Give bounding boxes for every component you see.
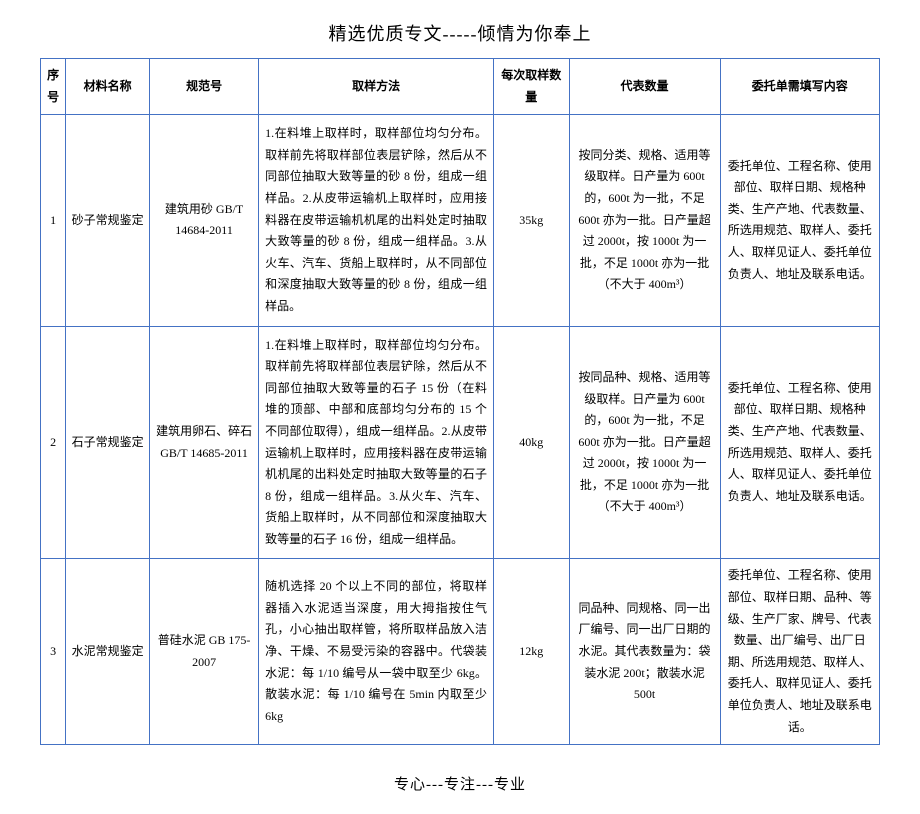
cell-method: 1.在料堆上取样时，取样部位均匀分布。取样前先将取样部位表层铲除，然后从不同部位… [259,115,494,326]
cell-name: 水泥常规鉴定 [66,559,150,745]
col-header-rep: 代表数量 [569,59,720,115]
cell-qty: 12kg [494,559,570,745]
cell-rep: 按同品种、规格、适用等级取样。日产量为 600t 的，600t 为一批，不足 6… [569,326,720,559]
cell-rep: 按同分类、规格、适用等级取样。日产量为 600t 的，600t 为一批，不足 6… [569,115,720,326]
table-header-row: 序号 材料名称 规范号 取样方法 每次取样数量 代表数量 委托单需填写内容 [41,59,880,115]
col-header-form: 委托单需填写内容 [720,59,879,115]
col-header-name: 材料名称 [66,59,150,115]
cell-qty: 35kg [494,115,570,326]
table-row: 2 石子常规鉴定 建筑用卵石、碎石 GB/T 14685-2011 1.在料堆上… [41,326,880,559]
cell-spec: 普硅水泥 GB 175-2007 [150,559,259,745]
cell-seq: 2 [41,326,66,559]
table-row: 3 水泥常规鉴定 普硅水泥 GB 175-2007 随机选择 20 个以上不同的… [41,559,880,745]
col-header-method: 取样方法 [259,59,494,115]
cell-method: 随机选择 20 个以上不同的部位，将取样器插入水泥适当深度，用大拇指按住气孔，小… [259,559,494,745]
col-header-seq: 序号 [41,59,66,115]
cell-seq: 1 [41,115,66,326]
cell-name: 砂子常规鉴定 [66,115,150,326]
cell-spec: 建筑用卵石、碎石 GB/T 14685-2011 [150,326,259,559]
page-title: 精选优质专文-----倾情为你奉上 [40,20,880,46]
cell-seq: 3 [41,559,66,745]
cell-spec: 建筑用砂 GB/T 14684-2011 [150,115,259,326]
cell-method: 1.在料堆上取样时，取样部位均匀分布。取样前先将取样部位表层铲除，然后从不同部位… [259,326,494,559]
materials-table: 序号 材料名称 规范号 取样方法 每次取样数量 代表数量 委托单需填写内容 1 … [40,58,880,745]
cell-form: 委托单位、工程名称、使用部位、取样日期、规格种类、生产产地、代表数量、所选用规范… [720,115,879,326]
cell-form: 委托单位、工程名称、使用部位、取样日期、规格种类、生产产地、代表数量、所选用规范… [720,326,879,559]
cell-rep: 同品种、同规格、同一出厂编号、同一出厂日期的水泥。其代表数量为：袋装水泥 200… [569,559,720,745]
col-header-qty: 每次取样数量 [494,59,570,115]
table-row: 1 砂子常规鉴定 建筑用砂 GB/T 14684-2011 1.在料堆上取样时，… [41,115,880,326]
cell-name: 石子常规鉴定 [66,326,150,559]
cell-qty: 40kg [494,326,570,559]
cell-form: 委托单位、工程名称、使用部位、取样日期、品种、等级、生产厂家、牌号、代表数量、出… [720,559,879,745]
col-header-spec: 规范号 [150,59,259,115]
page-footer: 专心---专注---专业 [40,773,880,794]
